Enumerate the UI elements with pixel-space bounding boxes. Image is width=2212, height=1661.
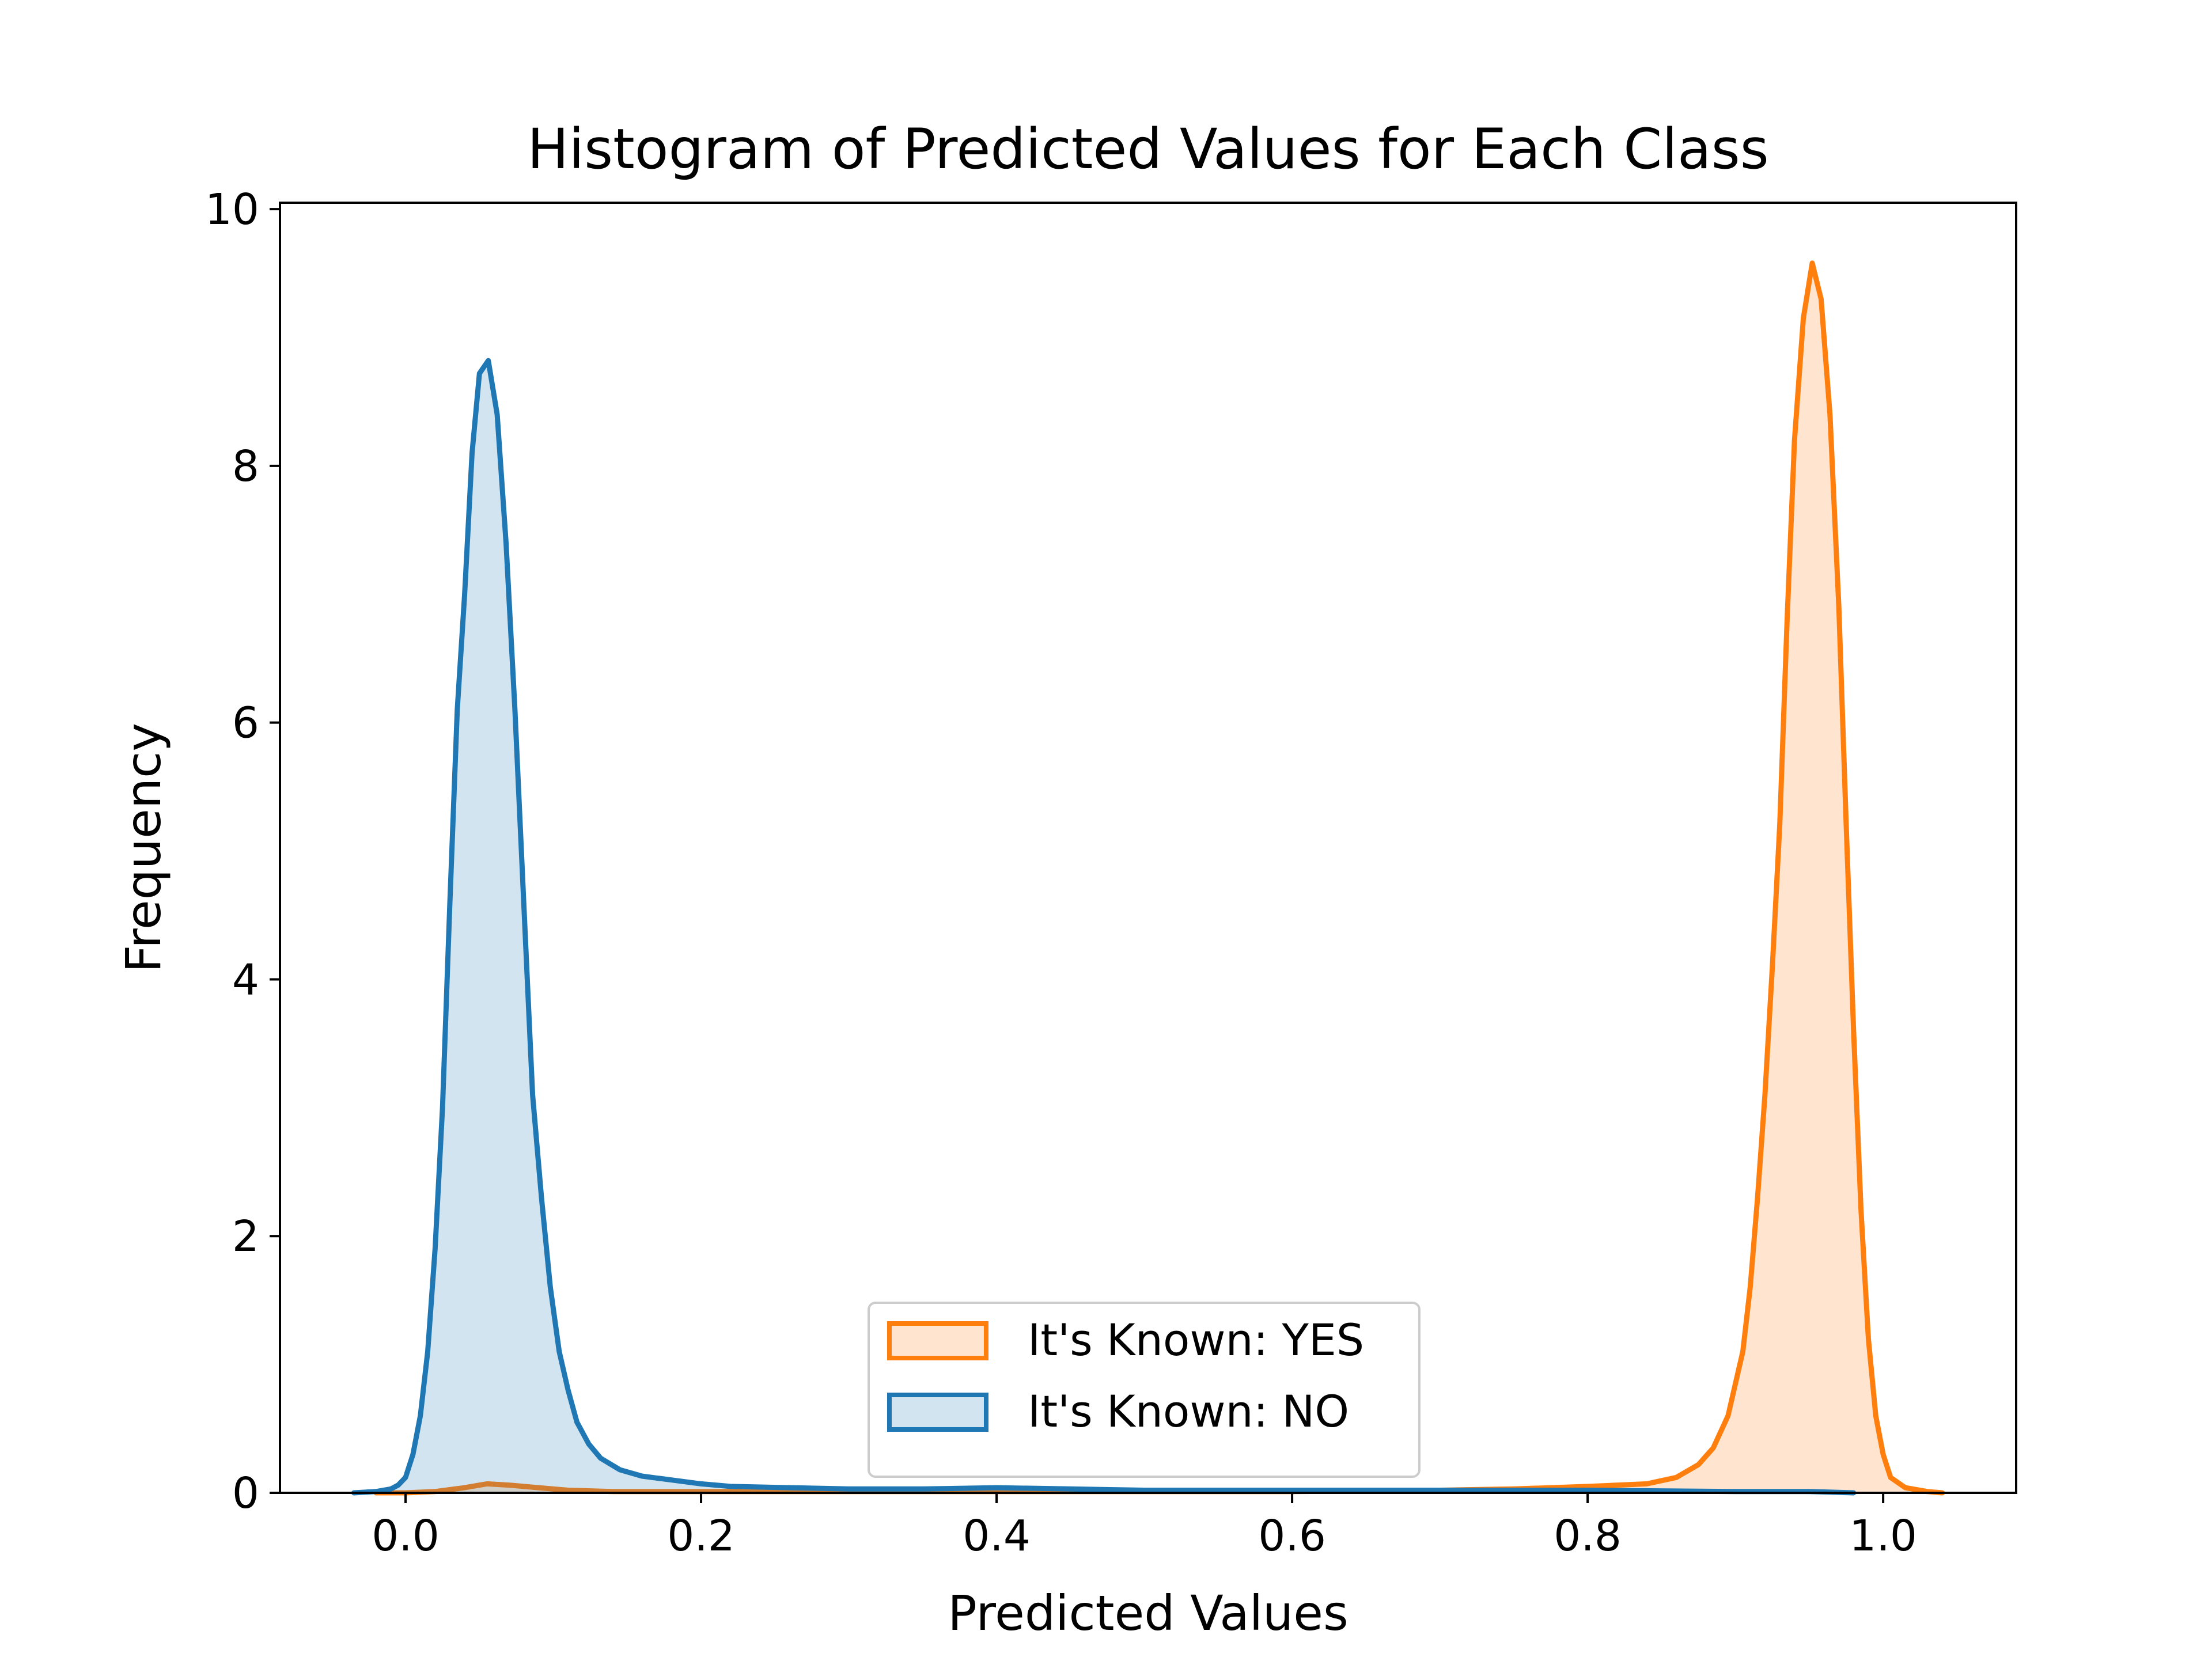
legend-frame xyxy=(868,1302,1421,1478)
plot-frame xyxy=(279,202,2017,1494)
series-layer xyxy=(351,260,1945,1496)
chart-legend: It's Known: YES It's Known: NO xyxy=(868,1302,1421,1478)
y-tick-label: 8 xyxy=(232,442,259,491)
y-tick-label: 6 xyxy=(232,699,259,748)
legend-label-it-s-known-yes: It's Known: YES xyxy=(1028,1314,1364,1366)
y-tick-label: 0 xyxy=(232,1469,259,1518)
x-tick-label: 0.2 xyxy=(667,1511,735,1561)
x-axis-label: Predicted Values xyxy=(948,1585,1348,1641)
x-tick-label: 0.0 xyxy=(372,1511,440,1561)
y-axis-label: Frequency xyxy=(115,723,172,973)
x-tick-label: 0.6 xyxy=(1258,1511,1326,1561)
series-area-it-s-known-yes xyxy=(376,263,1942,1493)
legend-swatch-it-s-known-no xyxy=(887,1393,988,1432)
legend-swatch-it-s-known-yes xyxy=(887,1321,988,1360)
y-tick-label: 2 xyxy=(232,1212,259,1261)
y-tick-label: 10 xyxy=(205,185,259,234)
y-tick-label: 4 xyxy=(232,955,259,1004)
x-tick-label: 1.0 xyxy=(1849,1511,1917,1561)
x-tick-label: 0.4 xyxy=(963,1511,1031,1561)
series-area-it-s-known-no xyxy=(354,361,1854,1493)
chart-title: Histogram of Predicted Values for Each C… xyxy=(527,117,1769,181)
tick-layer: 0.0 0.2 0.4 0.6 0.8 1.0 0 2 4 6 8 10 xyxy=(205,185,1917,1561)
legend-label-it-s-known-no: It's Known: NO xyxy=(1028,1386,1349,1437)
x-tick-label: 0.8 xyxy=(1554,1511,1622,1561)
series-line-it-s-known-yes xyxy=(373,260,1945,1496)
series-line-it-s-known-no xyxy=(351,358,1857,1496)
